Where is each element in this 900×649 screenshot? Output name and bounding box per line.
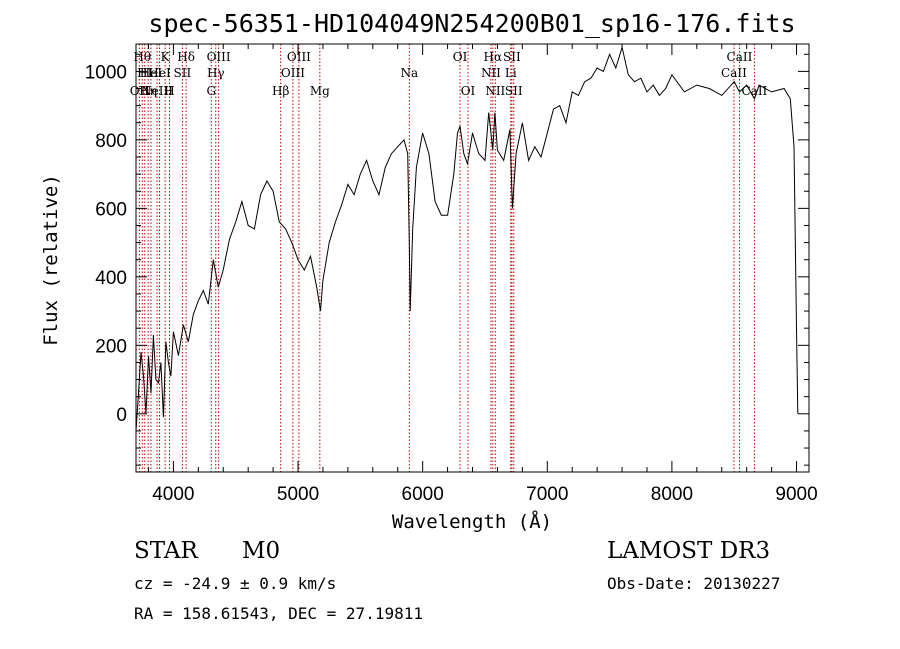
line-label-2: HI (137, 66, 152, 80)
line-label-6: HeI (148, 66, 171, 80)
line-label-19: OI (453, 50, 468, 64)
line-label-13: OIII (207, 50, 231, 64)
line-label-28: CaII (727, 50, 753, 64)
line-label-8: H (164, 84, 174, 98)
line-label-12: Hγ (207, 66, 225, 80)
line-label-5: NeIII (141, 84, 173, 98)
line-label-20: OI (461, 84, 476, 98)
line-label-10: Hδ (177, 50, 195, 64)
object-class: STAR (134, 538, 198, 564)
x-tick-label-0: 4000 (152, 484, 194, 505)
y-tick-label-4: 800 (95, 131, 127, 152)
chart-title: spec-56351-HD104049N254200B01_sp16-176.f… (148, 9, 795, 38)
spectrum-line (135, 45, 799, 431)
y-axis-ticks: 0 200 400 600 800 1000 (85, 53, 809, 466)
emission-line-markers (138, 44, 755, 472)
spectral-subclass: M0 (242, 538, 281, 564)
y-tick-label-5: 1000 (85, 62, 127, 83)
y-tick-label-0: 0 (116, 405, 127, 426)
line-label-3: Hη (139, 84, 157, 98)
line-label-21: NII (481, 66, 501, 80)
x-tick-label-4: 8000 (651, 484, 693, 505)
y-tick-label-3: 600 (95, 199, 127, 220)
line-label-9: SII (174, 66, 192, 80)
line-label-11: G (206, 84, 216, 98)
line-label-15: OIII (281, 66, 305, 80)
line-label-22: Hα (484, 50, 503, 64)
emission-line-labels: OIIHθHIHηHeINeIIIHeIKHSIIHδGHγOIIIHβOIII… (130, 50, 768, 98)
line-label-7: K (161, 50, 171, 64)
line-label-26: SII (505, 84, 523, 98)
y-axis-label: Flux (relative) (40, 174, 62, 346)
coordinates: RA = 158.61543, DEC = 27.19811 (134, 604, 423, 623)
line-label-16: OIII (287, 50, 311, 64)
survey-label: LAMOST DR3 (607, 538, 771, 564)
line-label-24: Li (505, 66, 517, 80)
line-label-17: Mg (310, 84, 330, 98)
plot-frame (135, 43, 810, 473)
line-label-25: SII (503, 50, 521, 64)
y-tick-label-1: 200 (95, 336, 127, 357)
y-tick-label-2: 400 (95, 268, 127, 289)
x-axis-label: Wavelength (Å) (392, 510, 552, 533)
line-label-27: CaII (721, 66, 747, 80)
x-tick-label-1: 5000 (277, 484, 319, 505)
line-label-18: Na (400, 66, 418, 80)
obs-date: Obs-Date: 20130227 (607, 574, 781, 593)
line-label-14: Hβ (272, 84, 289, 98)
redshift-text: cz = -24.9 ± 0.9 km/s (134, 574, 337, 593)
x-tick-label-3: 7000 (526, 484, 568, 505)
line-label-1: Hθ (133, 50, 151, 64)
line-label-23: NII (485, 84, 505, 98)
line-label-4: HeI (140, 66, 163, 80)
line-label-0: OII (130, 84, 150, 98)
x-tick-label-2: 6000 (402, 484, 444, 505)
x-tick-label-5: 9000 (775, 484, 817, 505)
x-axis-ticks: 4000 5000 6000 7000 8000 9000 (147, 44, 818, 505)
